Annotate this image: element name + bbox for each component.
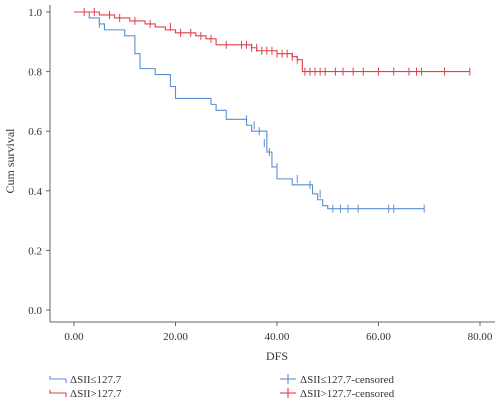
x-tick-label: 0.00 [64,331,84,343]
legend-label-0: ΔSII≤127.7 [70,374,122,386]
legend-label-2: ΔSII≤127.7-censored [300,374,395,386]
y-axis-title: Cum survival [3,128,17,194]
x-axis-title: DFS [266,349,288,363]
y-tick-label: 0.6 [28,126,42,138]
legend-swatch-line-1 [49,390,67,397]
legend-swatch-line-0 [49,376,67,383]
y-tick-label: 0.4 [28,186,42,198]
legend-item-1: ΔSII>127.7 [49,388,122,400]
km-curve-series-1 [74,11,470,73]
y-tick-label: 0.0 [28,305,42,317]
km-curve-series-0 [74,11,425,210]
x-tick-label: 60.00 [366,331,391,343]
x-tick-label: 80.00 [468,331,493,343]
censor-layer [83,8,471,213]
legend-item-3: ΔSII>127.7-censored [280,388,395,400]
legend-label-1: ΔSII>127.7 [70,388,122,400]
axes: 0.0 0.2 0.4 0.6 0.8 1.0 0.00 20.00 40.00 60.00 80.… [28,5,495,343]
legend-item-2: ΔSII≤127.7-censored [280,374,395,386]
x-tick-label: 40.00 [265,331,290,343]
x-tick-label: 20.00 [163,331,188,343]
y-tick-label: 0.8 [28,67,42,79]
y-tick-label: 0.2 [28,245,42,257]
legend-label-3: ΔSII>127.7-censored [300,388,395,400]
legend: ΔSII≤127.7 ΔSII>127.7 ΔSII≤127.7-censored Δ… [49,374,395,400]
y-tick-label: 1.0 [28,7,42,19]
series-layer [74,11,470,210]
legend-item-0: ΔSII≤127.7 [49,374,122,386]
